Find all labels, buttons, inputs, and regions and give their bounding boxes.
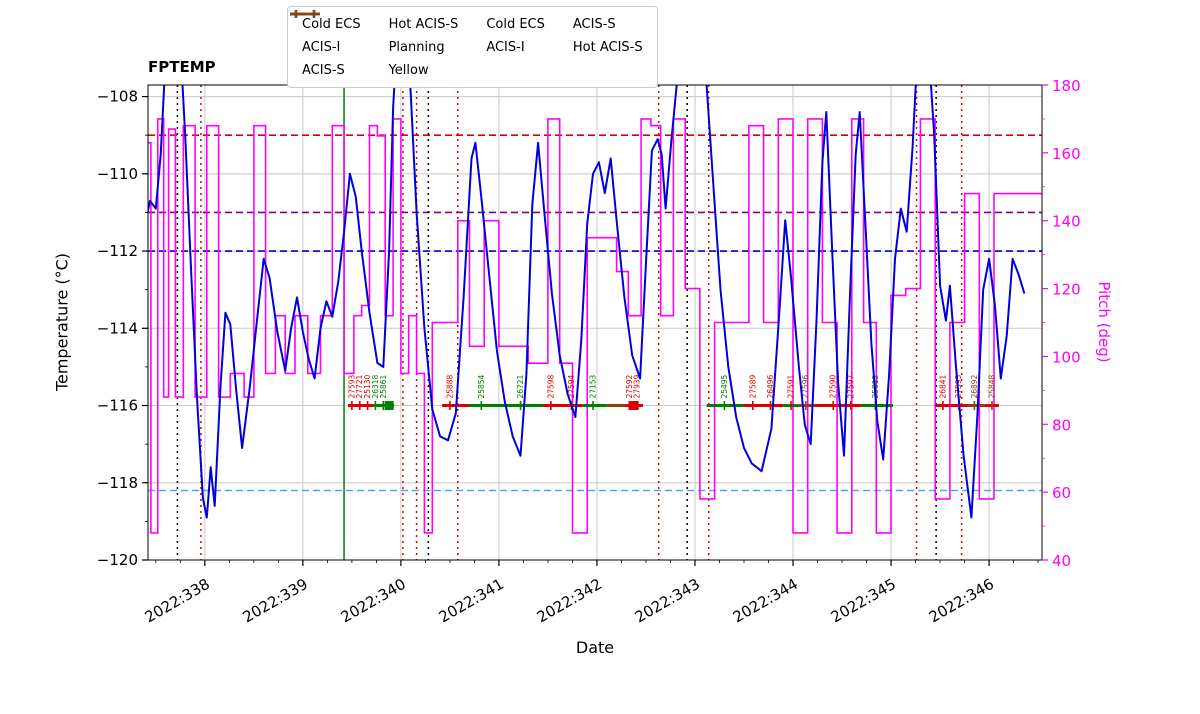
legend: Cold ECS ACIS-I ACIS-S Hot ACIS-S Planning Ye…	[287, 6, 658, 88]
obsid-label: 27594	[567, 374, 576, 398]
x-tick-label: 2022:341	[436, 575, 507, 627]
x-tick-label: 2022:343	[632, 575, 703, 627]
obsid-label: 25848	[988, 374, 997, 398]
legend-item-hot-acis-s: Hot ACIS-S	[290, 10, 643, 57]
y-right-tick-label: 60	[1052, 484, 1071, 502]
pitch-line	[148, 118, 1042, 534]
legend-item-planning: Planning	[290, 12, 459, 57]
y-left-tick-label: −112	[97, 242, 138, 260]
y-right-tick-label: 100	[1052, 348, 1081, 366]
legend-item-acis-i: ACIS-I	[290, 12, 361, 57]
y-left-tick-label: −114	[97, 319, 138, 337]
y-left-tick-label: −120	[97, 551, 138, 569]
obsid-label: 25861	[379, 374, 388, 398]
obsid-label: 26496	[766, 374, 775, 398]
legend-label: Planning	[388, 39, 445, 55]
temperature-line	[148, 85, 1026, 519]
legend-item-acis-s: ACIS-S	[290, 10, 643, 34]
obsid-label: 27590	[829, 374, 838, 398]
legend-item-acis-i: ACIS-I	[290, 10, 545, 57]
x-tick-label: 2022:338	[142, 575, 213, 627]
legend-label: ACIS-S	[572, 16, 616, 32]
x-tick-label: 2022:345	[828, 575, 899, 627]
obsid-label: 25130	[363, 374, 372, 398]
x-tick-label: 2022:344	[730, 575, 801, 627]
y-axis-label-left: Temperature (°C)	[52, 252, 72, 392]
legend-label: ACIS-S	[302, 62, 345, 78]
legend-label: Hot ACIS-S	[388, 16, 459, 32]
obsid-label: 25854	[477, 374, 486, 398]
y-left-tick-label: −118	[97, 474, 138, 492]
obsid-label: 25888	[445, 374, 454, 398]
y-axis-label-right: Pitch (deg)	[1095, 281, 1113, 363]
legend-column: Hot ACIS-S Planning Yellow	[290, 12, 459, 80]
legend-label: Cold ECS	[486, 16, 545, 32]
legend-line-sample-icon	[290, 10, 320, 18]
legend-column: Cold ECS ACIS-I ACIS-S	[290, 12, 361, 80]
obsid-label: 27597	[846, 374, 855, 398]
obsid-label: 27589	[748, 374, 757, 398]
legend-column: Cold ECS ACIS-I	[290, 10, 545, 80]
obs-marker	[384, 401, 394, 411]
y-left-tick-label: −108	[97, 88, 138, 106]
x-tick-label: 2022:339	[240, 575, 311, 627]
legend-item-cold-ecs: Cold ECS	[290, 10, 545, 34]
y-right-tick-label: 80	[1052, 416, 1071, 434]
legend-item-acis-s: ACIS-S	[290, 12, 361, 80]
grid	[148, 85, 1042, 561]
x-tick-label: 2022:340	[338, 575, 409, 627]
obsid-label: 27596	[801, 374, 810, 398]
obsid-label: 27939	[633, 374, 642, 398]
legend-item-hot-acis-s: Hot ACIS-S	[290, 12, 459, 34]
legend-item-yellow: Yellow	[290, 12, 459, 80]
y-right-tick-label: 40	[1052, 552, 1071, 570]
obsid-label: 27153	[589, 374, 598, 398]
legend-column: ACIS-S Hot ACIS-S	[290, 10, 643, 80]
obsid-label: 26841	[938, 374, 947, 398]
obsid-label: 25495	[720, 374, 729, 398]
x-tick-label: 2022:342	[534, 575, 605, 627]
obsid-label: 27593	[347, 374, 356, 398]
obsid-label: 27591	[787, 374, 796, 398]
obs-marker	[629, 401, 639, 411]
legend-label: Hot ACIS-S	[572, 39, 643, 55]
obsid-label: 27592	[625, 374, 634, 398]
y-right-tick-label: 140	[1052, 213, 1081, 231]
obsid-label: 27721	[355, 374, 364, 398]
legend-label: ACIS-I	[486, 39, 525, 55]
legend-label: ACIS-I	[302, 39, 341, 55]
y-left-tick-label: −110	[97, 165, 138, 183]
obsid-label: 26892	[970, 374, 979, 398]
chart-title: FPTEMP	[148, 58, 216, 76]
obsid-label: 27598	[546, 374, 555, 398]
legend-label: Yellow	[388, 62, 429, 78]
y-right-tick-label: 160	[1052, 145, 1081, 163]
obsid-label: 26721	[516, 374, 525, 398]
y-right-tick-label: 120	[1052, 281, 1081, 299]
x-axis-label: Date	[575, 638, 615, 657]
legend-label: Cold ECS	[302, 16, 361, 32]
obsid-label: 26318	[371, 374, 380, 398]
x-tick-label: 2022:346	[926, 575, 997, 627]
y-left-tick-label: −116	[97, 397, 138, 415]
axes-frame	[147, 84, 1043, 561]
y-right-tick-label: 180	[1052, 77, 1081, 95]
